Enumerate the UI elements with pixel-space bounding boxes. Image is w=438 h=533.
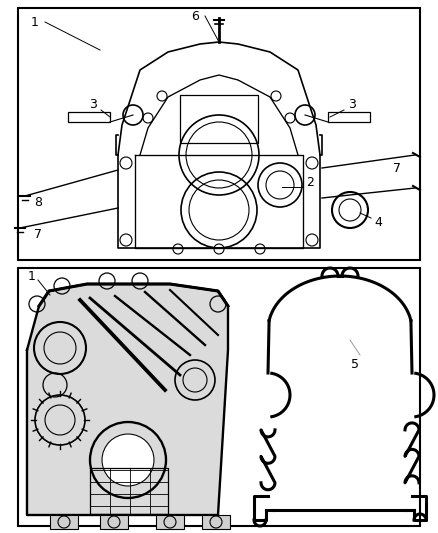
Text: 7: 7 <box>34 229 42 241</box>
Bar <box>156 515 184 529</box>
Bar <box>100 515 128 529</box>
Text: 1: 1 <box>31 15 39 28</box>
Polygon shape <box>27 284 228 515</box>
Text: 8: 8 <box>34 196 42 208</box>
Bar <box>180 95 258 143</box>
Text: 4: 4 <box>374 215 382 229</box>
Text: 6: 6 <box>191 10 199 22</box>
Bar <box>18 8 420 260</box>
Bar <box>328 112 370 122</box>
Text: 3: 3 <box>89 98 97 110</box>
Text: 1: 1 <box>28 271 36 284</box>
Text: 5: 5 <box>351 359 359 372</box>
Circle shape <box>102 434 154 486</box>
Bar <box>202 515 230 529</box>
Bar <box>50 515 78 529</box>
Text: 2: 2 <box>306 176 314 190</box>
Bar <box>18 268 420 526</box>
Bar <box>68 112 110 122</box>
Text: 3: 3 <box>348 98 356 110</box>
Text: 7: 7 <box>393 161 401 174</box>
